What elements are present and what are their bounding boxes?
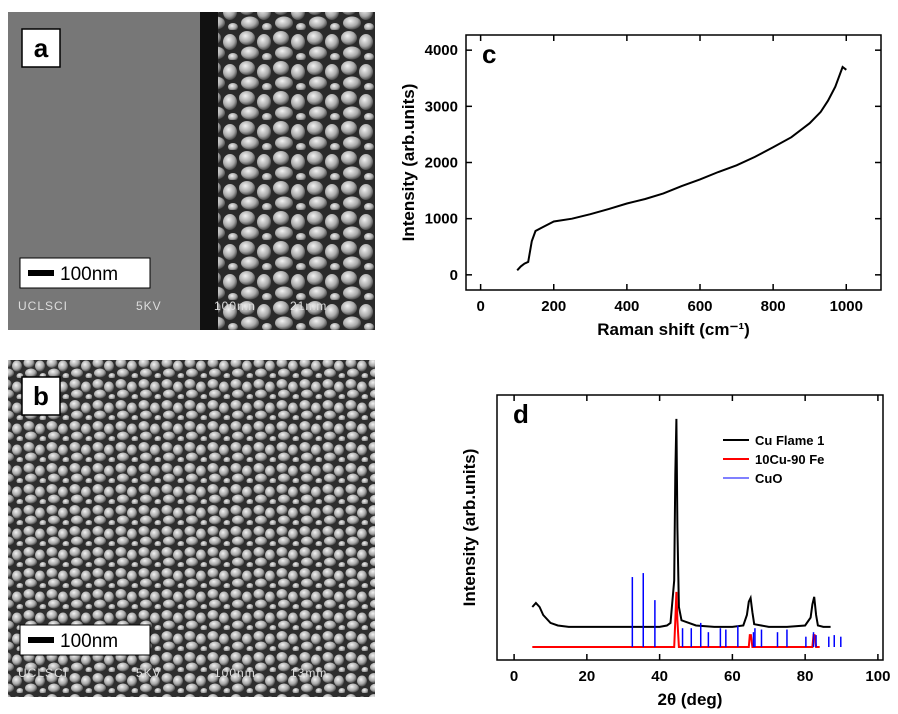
x-tick-label: 0 bbox=[510, 668, 518, 685]
panel-label: c bbox=[482, 39, 496, 69]
sem-overlay: 5KV bbox=[136, 666, 162, 680]
scale-label: 100nm bbox=[60, 631, 118, 652]
legend-label: 10Cu-90 Fe bbox=[755, 452, 824, 467]
sem-overlay: 100nm bbox=[214, 666, 256, 680]
x-tick-label: 0 bbox=[476, 298, 484, 315]
line bbox=[532, 591, 820, 648]
plot-frame bbox=[496, 394, 884, 661]
line bbox=[516, 65, 847, 271]
line bbox=[531, 418, 831, 628]
scale-label: 100nm bbox=[60, 264, 118, 285]
sem-overlay: 13mm bbox=[290, 666, 327, 680]
legend-label: CuO bbox=[755, 471, 782, 486]
x-tick-label: 40 bbox=[651, 668, 668, 685]
y-tick-label: 3000 bbox=[425, 98, 458, 115]
sem-overlay: 21mm bbox=[290, 299, 327, 313]
x-tick-label: 1000 bbox=[830, 298, 863, 315]
x-tick-label: 400 bbox=[614, 298, 639, 315]
panel-label: a bbox=[34, 33, 49, 63]
label-box bbox=[21, 28, 61, 68]
sem-overlay: 100nm bbox=[214, 299, 256, 313]
legend-label: Cu Flame 1 bbox=[755, 433, 824, 448]
x-tick-label: 60 bbox=[724, 668, 741, 685]
x-tick-label: 20 bbox=[579, 668, 596, 685]
sem-overlay: UCLSCI bbox=[18, 666, 68, 680]
label-box bbox=[21, 376, 61, 416]
y-axis-title: Intensity (arb.units) bbox=[460, 449, 479, 607]
y-tick-label: 2000 bbox=[425, 155, 458, 172]
sem-overlay: UCLSCI bbox=[18, 299, 68, 313]
y-tick-label: 4000 bbox=[425, 42, 458, 59]
y-axis-title: Intensity (arb.units) bbox=[399, 84, 418, 242]
y-tick-label: 0 bbox=[450, 267, 458, 284]
x-tick-label: 80 bbox=[797, 668, 814, 685]
x-axis-title: Raman shift (cm⁻¹) bbox=[597, 320, 750, 339]
scale-bar bbox=[28, 270, 54, 276]
edge bbox=[200, 12, 220, 330]
y-tick-label: 1000 bbox=[425, 211, 458, 228]
scale-bar bbox=[28, 637, 54, 643]
panel-label: b bbox=[33, 381, 49, 411]
x-tick-label: 200 bbox=[541, 298, 566, 315]
panel-label: d bbox=[513, 399, 529, 429]
grain-region bbox=[218, 12, 375, 330]
sem-overlay: 5KV bbox=[136, 299, 162, 313]
x-tick-label: 100 bbox=[865, 668, 890, 685]
x-tick-label: 600 bbox=[687, 298, 712, 315]
x-axis-title: 2θ (deg) bbox=[658, 690, 723, 709]
plot-frame bbox=[465, 34, 882, 291]
x-tick-label: 800 bbox=[761, 298, 786, 315]
